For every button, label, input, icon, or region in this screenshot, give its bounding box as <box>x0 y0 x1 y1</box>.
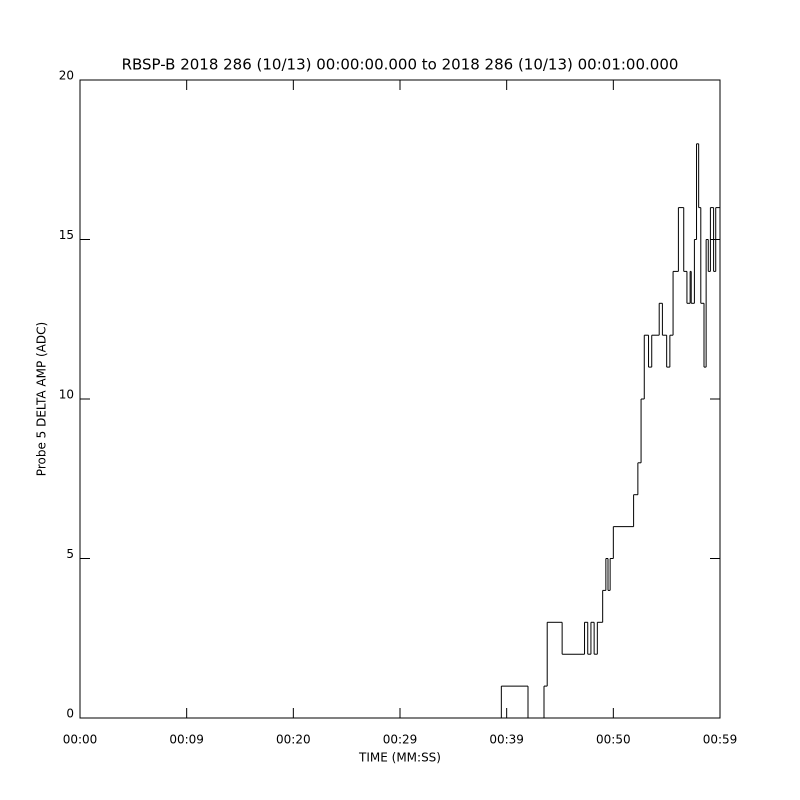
x-axis-label: TIME (MM:SS) <box>358 751 441 765</box>
x-tick-label: 00:00 <box>63 733 98 747</box>
x-tick-label: 00:29 <box>383 733 418 747</box>
y-tick-label: 5 <box>66 547 74 561</box>
x-tick-label: 00:20 <box>276 733 311 747</box>
y-tick-label: 15 <box>59 228 74 242</box>
y-tick-label: 10 <box>59 388 74 402</box>
x-tick-label: 00:50 <box>596 733 631 747</box>
y-axis-label: Probe 5 DELTA AMP (ADC) <box>35 322 49 476</box>
y-tick-label: 20 <box>59 69 74 83</box>
y-tick-label: 0 <box>66 707 74 721</box>
x-tick-label: 00:59 <box>703 733 738 747</box>
chart-title: RBSP-B 2018 286 (10/13) 00:00:00.000 to … <box>122 56 679 74</box>
x-tick-label: 00:39 <box>489 733 524 747</box>
x-tick-label: 00:09 <box>169 733 204 747</box>
